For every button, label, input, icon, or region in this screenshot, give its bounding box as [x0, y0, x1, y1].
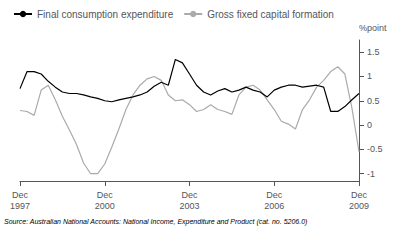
svg-text:Dec: Dec — [266, 190, 283, 200]
svg-text:Gross fixed capital formation: Gross fixed capital formation — [207, 9, 334, 20]
svg-text:Dec: Dec — [181, 190, 198, 200]
svg-text:1997: 1997 — [10, 201, 30, 211]
svg-text:1: 1 — [367, 71, 372, 81]
svg-text:-1: -1 — [367, 169, 375, 179]
svg-text:1.5: 1.5 — [367, 47, 380, 57]
svg-text:0: 0 — [367, 120, 372, 130]
svg-text:2009: 2009 — [349, 201, 369, 211]
svg-text:Dec: Dec — [351, 190, 368, 200]
svg-text:%point: %point — [359, 23, 387, 33]
svg-text:Final consumption expenditure: Final consumption expenditure — [37, 9, 174, 20]
svg-text:2006: 2006 — [264, 201, 284, 211]
svg-text:Dec: Dec — [12, 190, 29, 200]
svg-text:Source: Australian National Ac: Source: Australian National Accounts: Na… — [4, 218, 307, 226]
svg-text:-0.5: -0.5 — [367, 144, 383, 154]
svg-text:2003: 2003 — [179, 201, 199, 211]
svg-text:Dec: Dec — [97, 190, 114, 200]
svg-text:2000: 2000 — [95, 201, 115, 211]
svg-text:0.5: 0.5 — [367, 96, 380, 106]
